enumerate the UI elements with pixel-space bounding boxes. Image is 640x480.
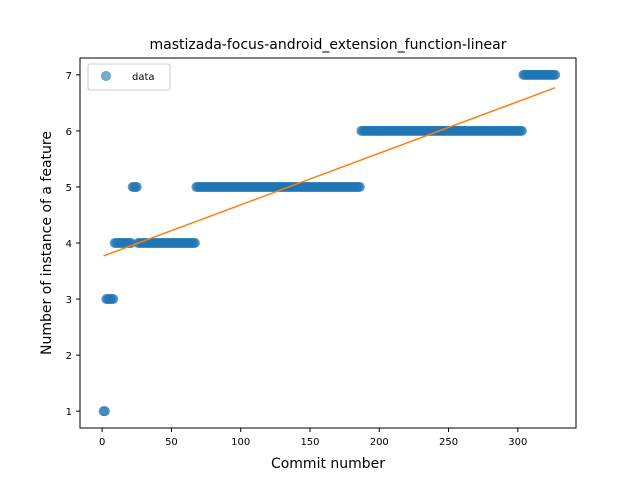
legend: data bbox=[87, 63, 171, 91]
x-tick-label: 0 bbox=[99, 437, 105, 448]
y-axis-label: Number of instance of a feature bbox=[39, 131, 55, 355]
y-tick-label: 7 bbox=[66, 71, 72, 82]
data-point bbox=[99, 406, 110, 417]
data-point bbox=[189, 238, 200, 248]
fit-line bbox=[103, 87, 556, 257]
x-tick-label: 50 bbox=[165, 437, 178, 448]
x-axis-label: Commit number bbox=[271, 456, 385, 472]
data-point bbox=[550, 69, 561, 80]
data-point bbox=[516, 125, 527, 136]
x-tick-label: 150 bbox=[300, 437, 319, 448]
fit-line-layer bbox=[103, 87, 556, 257]
x-tick-label: 250 bbox=[439, 437, 458, 448]
data-point bbox=[354, 181, 365, 192]
y-tick-label: 4 bbox=[66, 239, 72, 250]
y-tick-label: 5 bbox=[66, 183, 72, 194]
legend-box bbox=[87, 63, 171, 91]
y-tick-label: 2 bbox=[66, 351, 72, 362]
x-tick-label: 200 bbox=[370, 437, 389, 448]
x-tick-label: 300 bbox=[508, 437, 527, 448]
legend-marker bbox=[101, 71, 111, 81]
y-axis: 1 2 3 4 5 6 7 bbox=[66, 71, 80, 418]
y-tick-label: 6 bbox=[66, 127, 72, 138]
legend-label-data: data bbox=[132, 72, 155, 83]
chart-title: mastizada-focus-android_extension_functi… bbox=[150, 37, 507, 53]
y-tick-label: 1 bbox=[66, 407, 72, 418]
x-axis: 0 50 100 150 200 250 300 bbox=[99, 428, 527, 448]
y-tick-label: 3 bbox=[66, 295, 72, 306]
data-points bbox=[98, 69, 561, 417]
data-point bbox=[131, 181, 142, 192]
x-tick-label: 100 bbox=[231, 437, 250, 448]
data-point bbox=[108, 294, 119, 305]
